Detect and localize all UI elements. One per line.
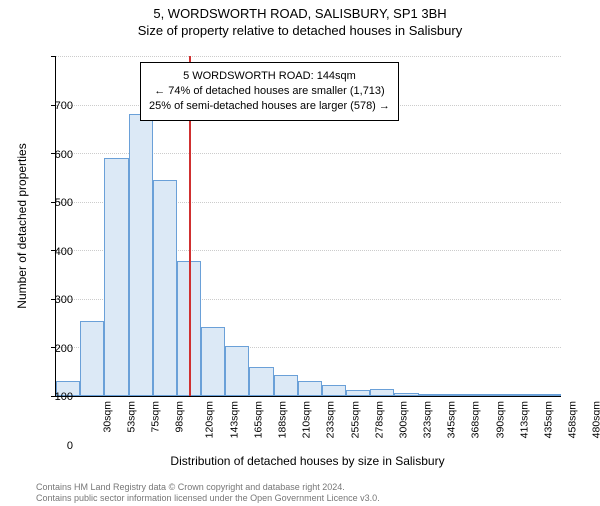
x-tick-label: 98sqm [174, 401, 186, 433]
histogram-bar [298, 381, 322, 396]
attribution-line-2: Contains public sector information licen… [36, 493, 380, 504]
histogram-bar [153, 180, 177, 396]
histogram-bar [491, 394, 515, 396]
x-tick-label: 143sqm [228, 401, 240, 438]
histogram-bar [370, 389, 394, 396]
info-line-3: 25% of semi-detached houses are larger (… [149, 99, 390, 114]
x-tick-label: 323sqm [421, 401, 433, 438]
x-tick-label: 120sqm [204, 401, 216, 438]
x-tick-label: 435sqm [542, 401, 554, 438]
histogram-bar [443, 394, 467, 396]
histogram-bar [129, 114, 153, 396]
y-tick-label: 300 [33, 294, 73, 306]
info-box: 5 WORDSWORTH ROAD: 144sqm ← 74% of detac… [140, 62, 399, 121]
chart-container: 5, WORDSWORTH ROAD, SALISBURY, SP1 3BH S… [0, 6, 600, 506]
histogram-bar [540, 394, 561, 396]
x-tick-label: 233sqm [325, 401, 337, 438]
histogram-bar [104, 158, 128, 396]
chart-title-main: 5, WORDSWORTH ROAD, SALISBURY, SP1 3BH [0, 6, 600, 21]
y-axis-title-text: Number of detached properties [15, 143, 29, 308]
chart-wrap: Number of detached properties Distributi… [55, 56, 585, 426]
x-tick-label: 210sqm [301, 401, 313, 438]
x-tick-label: 368sqm [470, 401, 482, 438]
grid-line [56, 56, 561, 57]
info-line-2: ← 74% of detached houses are smaller (1,… [149, 84, 390, 99]
y-tick-label: 200 [33, 343, 73, 355]
y-tick-label: 700 [33, 100, 73, 112]
histogram-bar [467, 394, 491, 396]
y-tick-label: 600 [33, 149, 73, 161]
x-tick-label: 413sqm [518, 401, 530, 438]
histogram-bar [249, 367, 273, 396]
x-tick-label: 278sqm [373, 401, 385, 438]
attribution-line-1: Contains HM Land Registry data © Crown c… [36, 482, 380, 493]
histogram-bar [419, 394, 443, 396]
x-tick-label: 345sqm [446, 401, 458, 438]
y-tick-label: 500 [33, 197, 73, 209]
x-axis-title: Distribution of detached houses by size … [55, 454, 560, 468]
x-tick-label: 30sqm [101, 401, 113, 433]
attribution: Contains HM Land Registry data © Crown c… [36, 482, 380, 505]
histogram-bar [322, 385, 346, 396]
histogram-bar [201, 327, 225, 396]
x-tick-label: 75sqm [150, 401, 162, 433]
info-line-1: 5 WORDSWORTH ROAD: 144sqm [149, 69, 390, 84]
x-tick-label: 255sqm [349, 401, 361, 438]
x-tick-label: 300sqm [397, 401, 409, 438]
histogram-bar [515, 394, 539, 396]
histogram-bar [346, 390, 370, 396]
x-tick-label: 53sqm [125, 401, 137, 433]
histogram-bar [274, 375, 298, 396]
chart-title-sub: Size of property relative to detached ho… [0, 23, 600, 38]
y-tick-label: 100 [33, 391, 73, 403]
x-tick-label: 480sqm [591, 401, 600, 438]
x-tick-label: 188sqm [276, 401, 288, 438]
y-tick-label: 0 [33, 440, 73, 452]
y-tick-mark [51, 56, 56, 57]
x-tick-label: 390sqm [494, 401, 506, 438]
histogram-bar [80, 321, 104, 396]
x-tick-label: 458sqm [566, 401, 578, 438]
histogram-bar [394, 393, 418, 396]
y-tick-label: 400 [33, 246, 73, 258]
x-tick-label: 165sqm [252, 401, 264, 438]
histogram-bar [225, 346, 249, 396]
